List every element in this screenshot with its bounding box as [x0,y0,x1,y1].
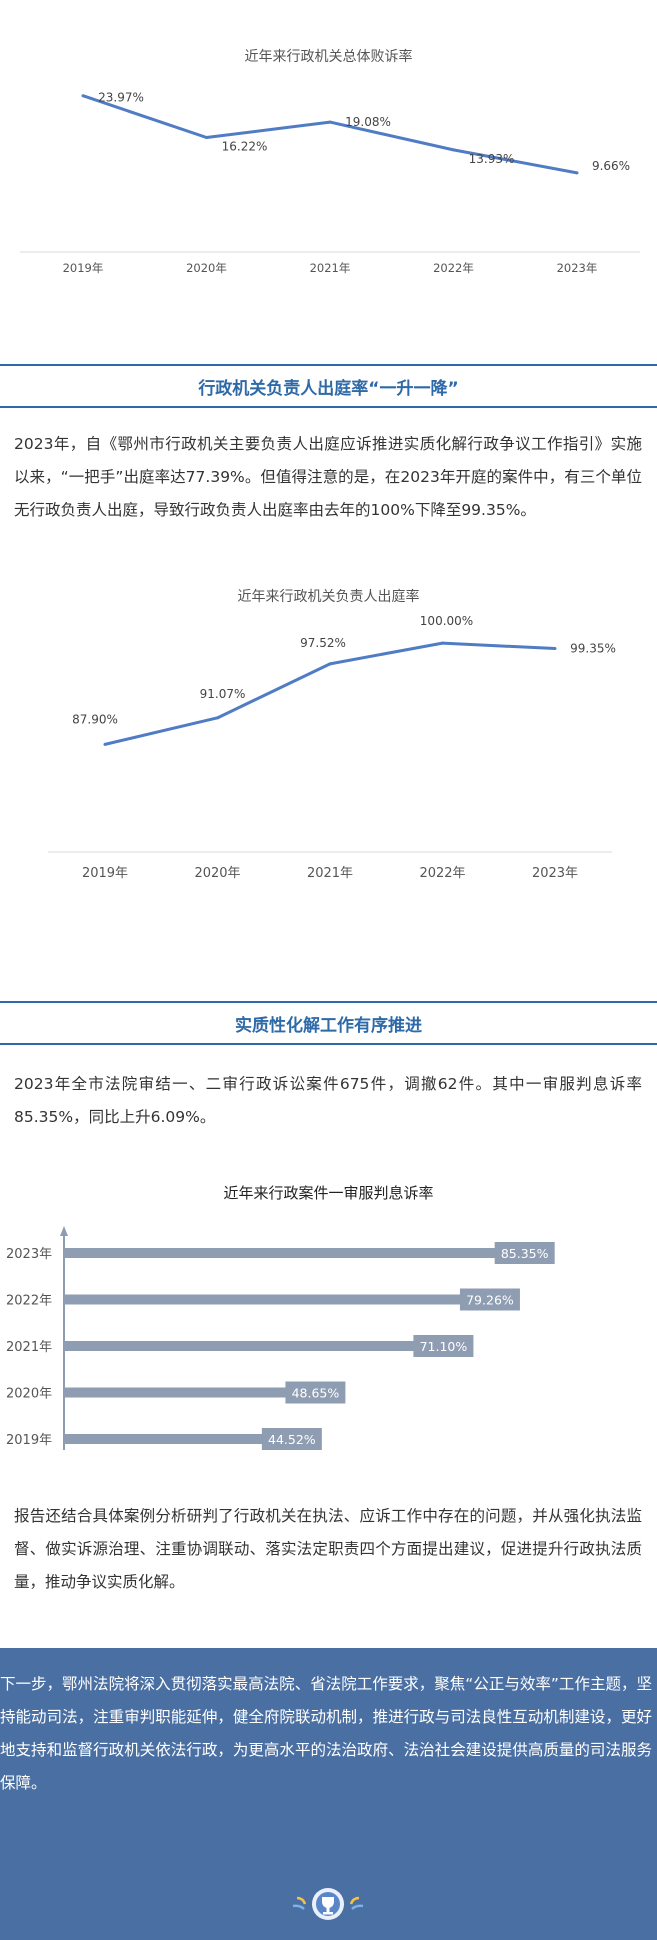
bar-value-box [413,1335,474,1357]
bar [64,1248,551,1258]
bar-chart: 2023年 85.35% 2022年 79.26% 2021年 71.10% 2020年 48… [6,1226,555,1450]
bar [64,1294,516,1305]
section-heading-text: 行政机关负责人出庭率“一升一降” [198,379,459,399]
data-label: 97.52% [300,636,346,650]
bar [64,1434,318,1444]
footer-paragraph: 下一步，鄂州法院将深入贯彻落实最高法院、省法院工作要求，聚焦“公正与效率”工作主… [0,1675,652,1792]
x-tick-label: 2023年 [557,261,598,275]
bar [64,1341,470,1351]
data-label: 23.97% [98,91,144,105]
bar-value-box [285,1381,346,1404]
line-chart: 23.97% 2019年 16.22% 2020年 19.08% 2021年 13.93% 2… [20,91,640,275]
x-tick-label: 2020年 [186,261,227,275]
bar-value-label: 79.26% [466,1293,514,1308]
data-label: 87.90% [72,712,118,726]
data-label: 100.00% [420,614,473,628]
y-tick-label: 2020年 [6,1387,52,1402]
x-tick-label: 2020年 [194,866,240,881]
data-point [328,120,332,124]
data-label: 19.08% [345,115,391,129]
x-tick-label: 2022年 [433,261,474,275]
paragraph-report: 报告还结合具体案例分析研判了行政机关在执法、应诉工作中存在的问题，并从强化执法监… [14,1507,642,1591]
data-label: 99.35% [570,642,616,656]
paragraph-resolution: 2023年全市法院审结一、二审行政诉讼案件675件，调撤62件。其中一审服判息诉… [14,1075,642,1126]
section-heading-text: 实质性化解工作有序推进 [235,1016,422,1036]
data-point [205,136,208,140]
y-tick-label: 2023年 [6,1247,52,1262]
data-label: 13.93% [469,152,515,166]
data-point [81,94,85,98]
x-tick-label: 2019年 [63,261,104,275]
y-tick-label: 2021年 [6,1340,52,1355]
bar-value-box [459,1288,520,1311]
data-label: 91.07% [200,687,246,701]
section-heading-resolution: 实质性化解工作有序推进 [0,1001,657,1045]
y-tick-label: 2019年 [6,1433,52,1448]
bar-value-label: 48.65% [292,1386,340,1401]
footer-panel: 下一步，鄂州法院将深入贯彻落实最高法院、省法院工作要求，聚焦“公正与效率”工作主… [0,1648,657,1940]
data-point [553,647,557,651]
section-heading-attendance: 行政机关负责人出庭率“一升一降” [0,364,657,408]
bar-value-label: 85.35% [501,1246,549,1261]
bar [64,1387,342,1398]
data-label: 16.22% [222,140,268,154]
chart-title: 近年来行政机关总体败诉率 [244,49,413,65]
series-line [104,641,556,746]
axis-arrow [60,1226,68,1236]
data-point [216,716,219,720]
bar-value-label: 71.10% [420,1339,468,1354]
chart-title: 近年来行政机关负责人出庭率 [237,589,420,605]
data-point [441,641,444,645]
data-point [103,742,107,746]
bar-value-label: 44.52% [268,1432,316,1447]
x-tick-label: 2019年 [82,866,128,881]
y-tick-label: 2022年 [6,1294,52,1309]
line-chart: 87.90% 2019年 91.07% 2020年 97.52% 2021年 100.00%… [48,614,616,881]
paragraph-attendance: 2023年，自《鄂州市行政机关主要负责人出庭应诉推进实质化解行政争议工作指引》实… [14,435,642,519]
bar-value-box [261,1428,322,1450]
x-tick-label: 2021年 [310,261,351,275]
data-label: 9.66% [592,159,630,173]
x-tick-label: 2021年 [307,866,353,881]
data-point [575,171,579,175]
trophy-icon [283,1886,373,1922]
data-point [452,148,455,152]
x-tick-label: 2023年 [532,866,578,881]
x-tick-label: 2022年 [419,866,465,881]
bar-value-box [494,1242,555,1264]
chart-title: 近年来行政案件一审服判息诉率 [223,1184,434,1202]
data-point [328,662,332,666]
